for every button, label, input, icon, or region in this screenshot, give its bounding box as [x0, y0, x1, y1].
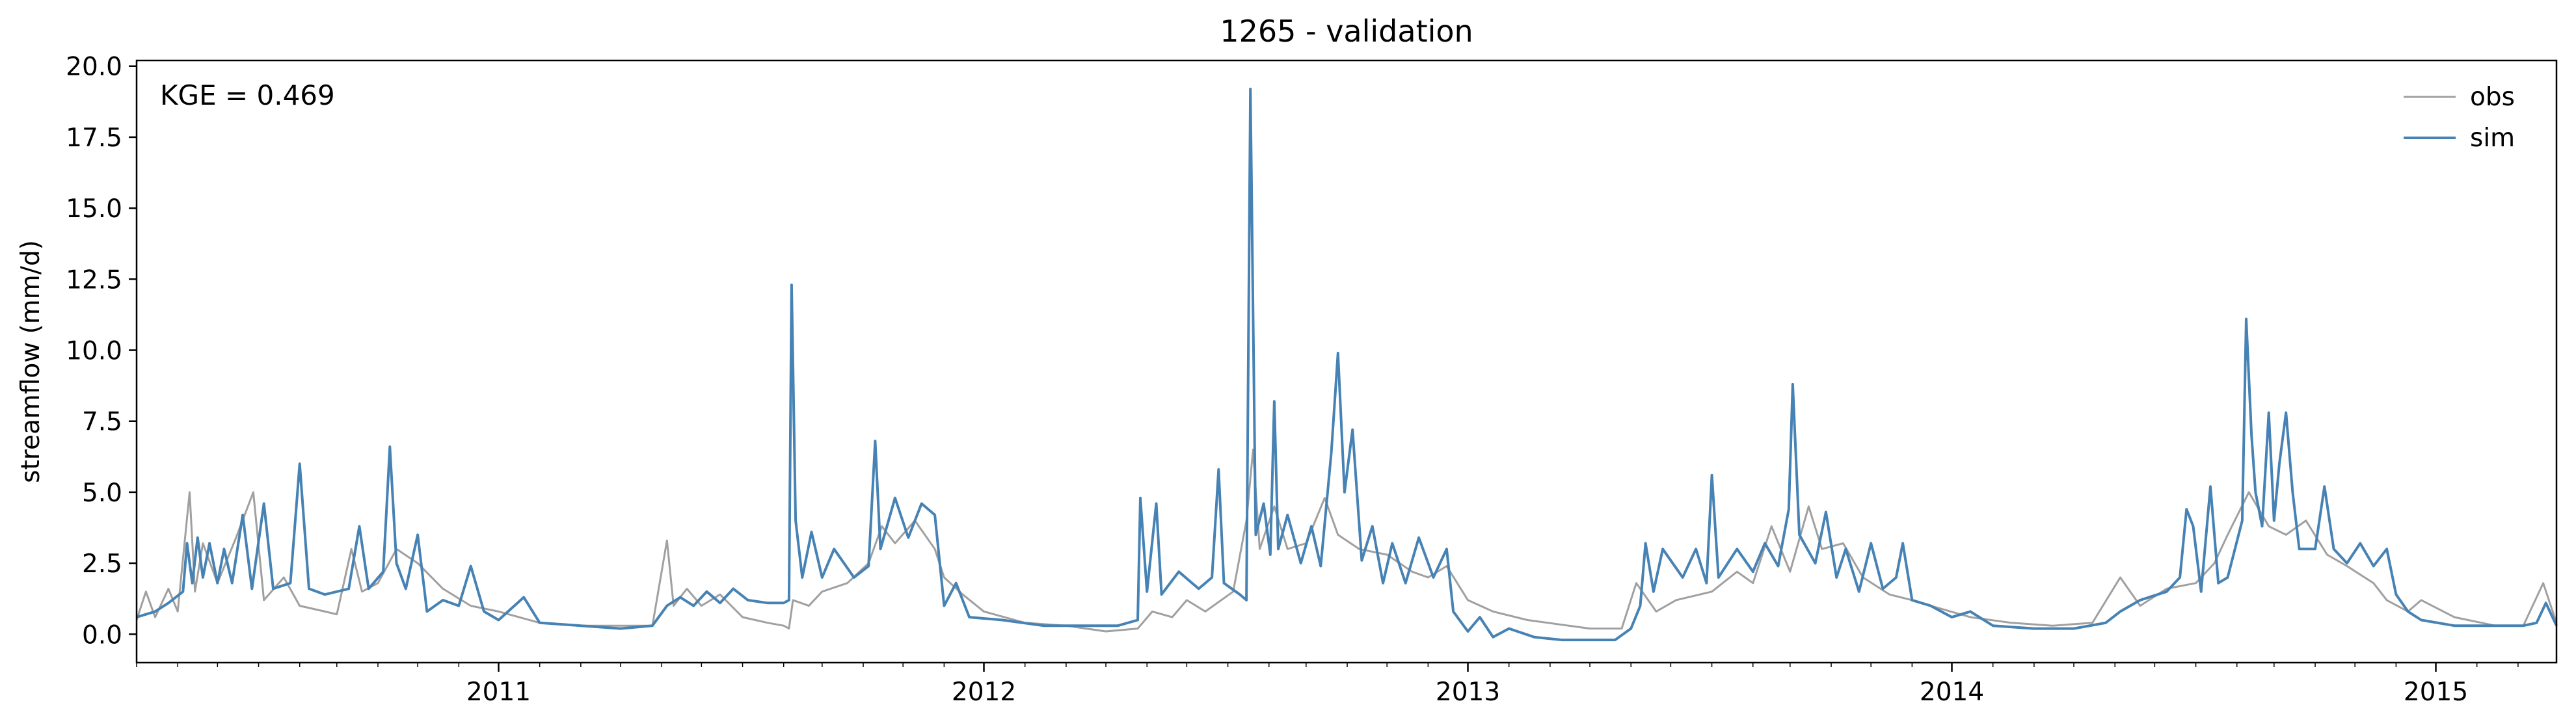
x-tick-label: 2014	[1920, 678, 1984, 707]
y-tick-label: 12.5	[66, 265, 122, 295]
legend-label-obs: obs	[2470, 83, 2515, 112]
y-tick-label: 20.0	[66, 53, 122, 82]
y-tick-label: 5.0	[82, 479, 122, 508]
y-axis-label: streamflow (mm/d)	[16, 240, 46, 483]
legend-label-sim: sim	[2470, 124, 2515, 153]
chart-title: 1265 - validation	[1220, 14, 1473, 49]
y-tick-label: 15.0	[66, 194, 122, 224]
series-layer	[135, 87, 2558, 642]
y-tick-label: 10.0	[66, 337, 122, 366]
x-tick-label: 2013	[1436, 678, 1500, 707]
x-tick-label: 2012	[952, 678, 1016, 707]
legend: obs sim	[2404, 83, 2515, 153]
axes-layer: 0.0 2.5 5.0 7.5 10.0 12.5 15.0 17.5 20.0 2011 2012…	[66, 53, 2519, 707]
plot-frame	[135, 59, 2558, 664]
x-tick-label: 2015	[2404, 678, 2468, 707]
kge-annotation: KGE = 0.469	[160, 79, 335, 111]
y-tick-label: 7.5	[82, 408, 122, 437]
series-line-sim	[136, 87, 2558, 642]
y-tick-label: 17.5	[66, 124, 122, 153]
y-tick-label: 2.5	[82, 549, 122, 579]
y-tick-label: 0.0	[82, 620, 122, 650]
x-tick-label: 2011	[466, 678, 531, 707]
